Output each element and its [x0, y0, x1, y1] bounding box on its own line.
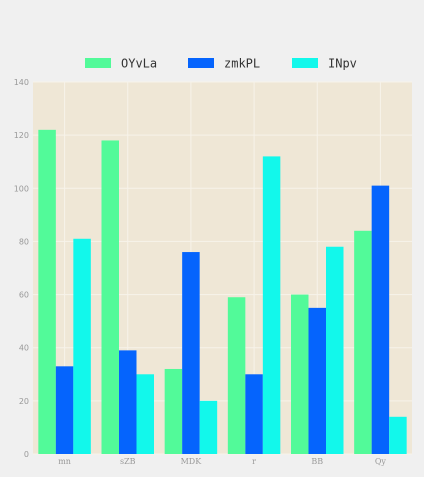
y-tick-label: 0 — [24, 450, 29, 459]
y-tick-label: 60 — [19, 291, 29, 300]
bars — [38, 129, 407, 455]
bar-OYvLa-MDK — [164, 368, 183, 454]
bar-zmkPL-Qy — [371, 185, 390, 454]
bar-zmkPL-BB — [308, 307, 326, 454]
y-tick-label: 80 — [19, 237, 29, 246]
x-axis: mn sZB MDK r BB Qy — [58, 457, 386, 466]
bar-INpv-sZB — [136, 374, 154, 454]
legend-swatch — [188, 58, 214, 68]
legend-label: zmkPL — [224, 57, 260, 71]
legend-label: OYvLa — [121, 57, 157, 71]
bar-OYvLa-BB — [291, 294, 309, 454]
x-tick-label: sZB — [120, 457, 136, 466]
bar-OYvLa-sZB — [101, 140, 119, 454]
bar-zmkPL-r — [245, 374, 263, 454]
bar-OYvLa-Qy — [354, 230, 372, 454]
legend-swatch — [85, 58, 111, 68]
bar-zmkPL-mn — [55, 366, 74, 454]
x-tick-label: Qy — [375, 457, 387, 466]
legend-swatch — [292, 58, 318, 68]
y-axis: 0 20 40 60 80 100 120 140 — [14, 78, 29, 459]
y-tick-label: 40 — [19, 344, 29, 353]
y-tick-label: 20 — [19, 397, 29, 406]
legend-label: INpv — [328, 57, 357, 71]
y-tick-label: 120 — [14, 131, 29, 140]
bar-zmkPL-MDK — [182, 252, 200, 454]
y-tick-label: 140 — [14, 78, 29, 87]
bar-INpv-r — [262, 156, 281, 454]
bar-zmkPL-sZB — [119, 350, 137, 454]
bar-OYvLa-r — [227, 297, 246, 454]
legend: OYvLa zmkPL INpv — [85, 57, 357, 71]
x-tick-label: MDK — [181, 457, 203, 466]
bar-INpv-Qy — [389, 416, 407, 454]
bar-INpv-MDK — [199, 400, 218, 454]
y-tick-label: 100 — [14, 184, 29, 193]
x-tick-label: BB — [311, 457, 323, 466]
bar-INpv-mn — [73, 238, 91, 454]
bar-INpv-BB — [326, 246, 344, 454]
bar-OYvLa-mn — [38, 129, 56, 455]
x-tick-label: mn — [58, 457, 71, 466]
plot-area — [33, 82, 412, 454]
x-tick-label: r — [252, 457, 256, 466]
